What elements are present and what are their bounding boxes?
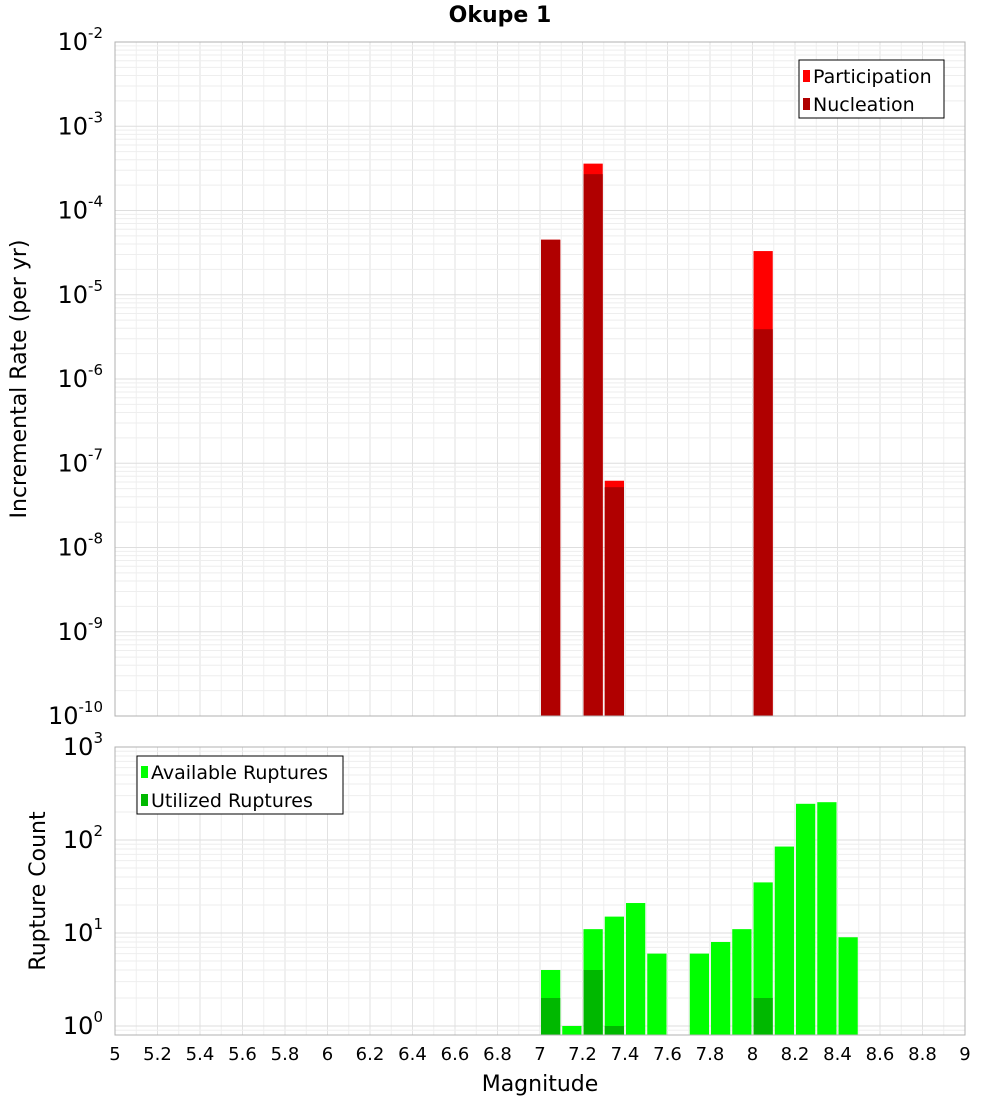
bar-nucleation [753,329,773,716]
y-tick-label: 10-4 [57,193,103,225]
bar-available-ruptures [774,846,794,1035]
x-tick-label: 6.4 [398,1044,427,1065]
x-tick-label: 8.6 [866,1044,895,1065]
bar-nucleation [541,239,561,716]
bar-utilized-ruptures [583,969,603,1035]
bar-available-ruptures [711,942,731,1035]
bar-available-ruptures [562,1025,582,1035]
x-tick-label: 5.8 [271,1044,300,1065]
x-tick-label: 5.4 [186,1044,215,1065]
bar-available-ruptures [689,953,709,1035]
x-tick-label: 7.8 [696,1044,725,1065]
legend-label: Nucleation [813,94,915,116]
x-tick-label: 6 [322,1044,333,1065]
x-tick-label: 8.2 [781,1044,810,1065]
y-tick-label: 10-6 [57,361,103,393]
legend-swatch [803,98,810,110]
y-axis-title: Incremental Rate (per yr) [7,240,32,519]
legend-box [798,59,945,119]
x-tick-label: 8.8 [908,1044,937,1065]
bar-utilized-ruptures [541,997,561,1035]
plot-border [114,41,966,717]
plot-border [114,746,966,1036]
bar-available-ruptures [817,802,837,1035]
x-tick-label: 6.6 [441,1044,470,1065]
y-axis-title: Rupture Count [26,811,51,971]
x-tick-label: 7 [534,1044,545,1065]
legend-swatch [141,794,148,806]
x-tick-label: 6.8 [483,1044,512,1065]
chart-title: Okupe 1 [449,3,552,28]
bar-utilized-ruptures [604,1025,624,1035]
y-tick-label: 10-2 [57,24,103,56]
y-tick-label: 10-8 [57,530,103,562]
bar-available-ruptures [732,929,752,1035]
x-tick-label: 6.2 [356,1044,385,1065]
bar-nucleation [604,487,624,716]
legend-label: Utilized Ruptures [151,790,313,812]
x-tick-label: 9 [959,1044,970,1065]
bar-available-ruptures [647,953,667,1035]
y-tick-label: 100 [63,1008,103,1040]
x-tick-label: 7.4 [611,1044,640,1065]
y-tick-label: 10-9 [57,614,103,646]
x-tick-label: 5.2 [143,1044,172,1065]
bar-available-ruptures [753,882,773,1035]
legend-label: Participation [813,66,932,88]
x-tick-label: 8.4 [823,1044,852,1065]
y-tick-label: 10-5 [57,277,103,309]
x-tick-label: 8 [747,1044,758,1065]
x-tick-label: 7.6 [653,1044,682,1065]
y-tick-label: 10-7 [57,445,103,477]
legend-box [136,755,344,815]
bar-available-ruptures [626,903,646,1035]
y-tick-label: 102 [63,822,103,854]
legend-swatch [803,70,810,82]
bar-nucleation [583,174,603,717]
y-tick-label: 10-10 [48,698,103,730]
y-tick-label: 103 [63,729,103,761]
y-tick-label: 10-3 [57,108,103,140]
bar-available-ruptures [838,937,858,1035]
x-axis-title: Magnitude [482,1072,599,1097]
legend-swatch [141,766,148,778]
legend-label: Available Ruptures [151,762,328,784]
x-tick-label: 7.2 [568,1044,597,1065]
x-tick-label: 5 [109,1044,120,1065]
x-tick-label: 5.6 [228,1044,257,1065]
bar-utilized-ruptures [753,997,773,1035]
y-tick-label: 101 [63,915,103,947]
bar-available-ruptures [604,916,624,1035]
bar-available-ruptures [796,803,816,1035]
